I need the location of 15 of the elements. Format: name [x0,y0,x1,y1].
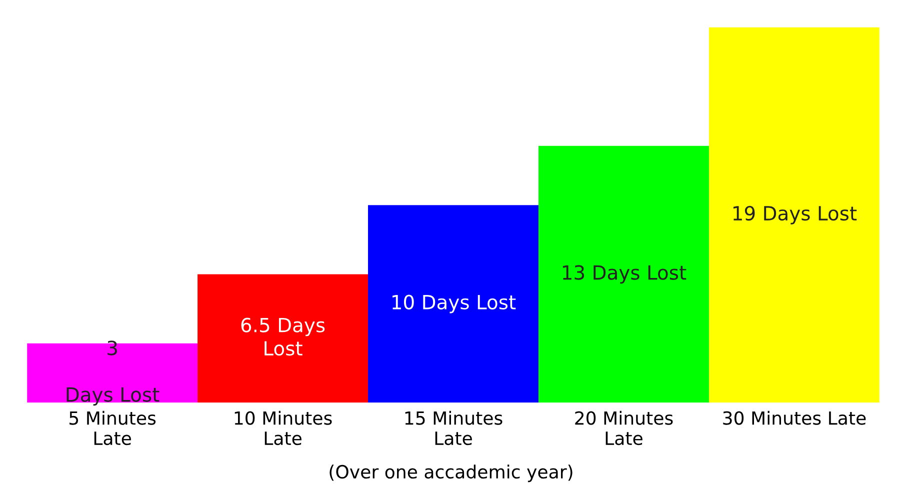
x-tick-label: 5 Minutes Late [70,410,156,446]
data-label: 6.5 Days Lost [241,318,325,356]
data-label: 13 Days Lost [562,265,686,284]
data-label: 10 Days Lost [392,294,516,314]
x-tick-label: 20 Minutes Late [575,410,673,446]
bar [708,27,880,403]
x-tick-label: 15 Minutes Late [405,410,502,446]
bar [538,146,709,403]
text: 3 Days Lost [66,340,160,406]
x-tick-label: 10 Minutes Late [234,410,332,446]
bar [198,274,368,403]
x-tick-label: 30 Minutes Late [723,410,866,425]
text: (Over one accademic year) [330,464,572,482]
bar [368,205,538,403]
data-label: 19 Days Lost [733,206,857,224]
